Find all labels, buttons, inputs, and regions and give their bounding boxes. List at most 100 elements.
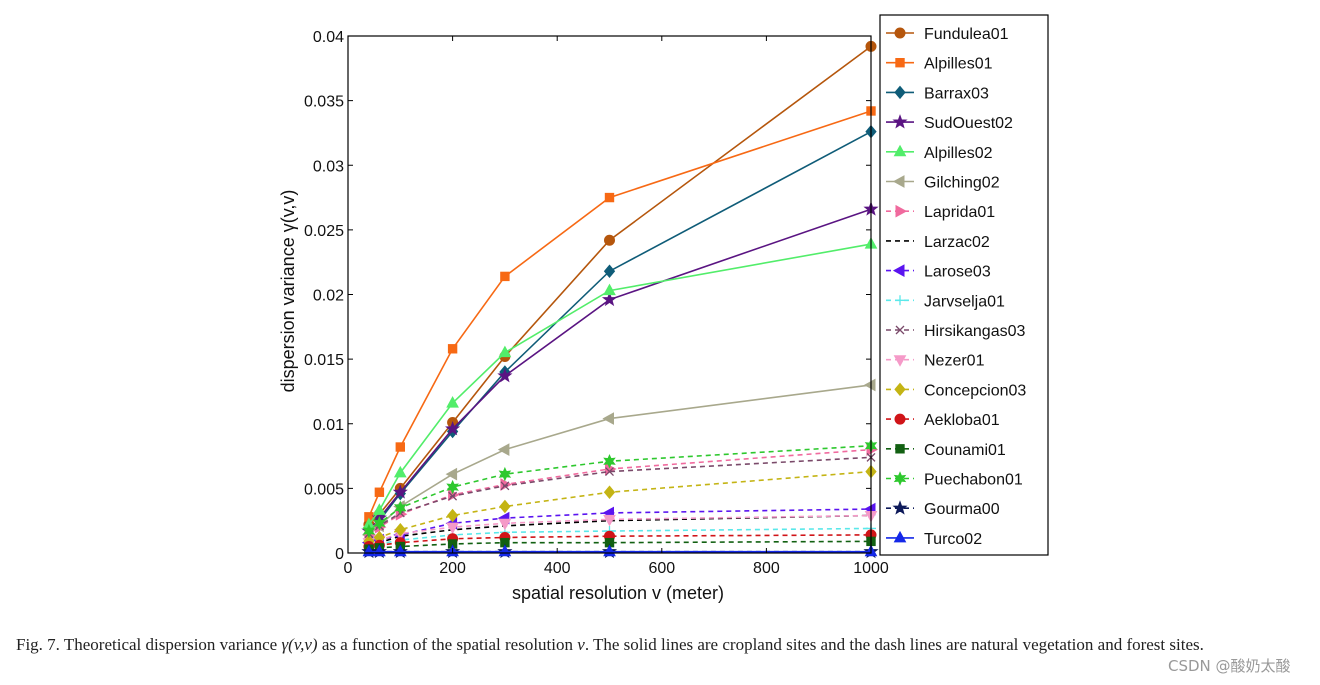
legend-marker xyxy=(892,114,908,129)
legend-label: Alpilles02 xyxy=(924,145,993,162)
series-line xyxy=(368,444,872,532)
legend-label: Alpilles01 xyxy=(924,56,993,73)
legend-marker xyxy=(894,85,906,100)
x-tick-label: 0 xyxy=(344,560,353,577)
legend-marker xyxy=(892,264,905,277)
legend-marker xyxy=(895,295,905,306)
series-line xyxy=(368,540,872,550)
legend-item: Laprida01 xyxy=(886,204,995,221)
caption-symbol: γ(v,v) xyxy=(281,635,318,654)
series-Aekloba01 xyxy=(363,529,877,553)
data-point xyxy=(498,345,512,358)
legend-label: Gourma00 xyxy=(924,501,1000,518)
data-point xyxy=(603,453,616,469)
y-tick-label: 0 xyxy=(335,546,344,563)
data-point xyxy=(392,484,408,499)
watermark: CSDN @酸奶太酸 xyxy=(1168,657,1291,675)
x-tick-label: 400 xyxy=(544,560,571,577)
data-point xyxy=(362,523,376,539)
y-axis-label: dispersion variance γ(v,v) xyxy=(278,190,298,393)
legend-marker xyxy=(893,530,907,543)
legend-label: Fundulea01 xyxy=(924,26,1009,43)
series-SudOuest02 xyxy=(361,201,879,538)
legend-item: Nezer01 xyxy=(886,353,985,370)
legend-item: Concepcion03 xyxy=(886,382,1026,399)
plot-area xyxy=(361,40,879,559)
caption-text-a: Theoretical dispersion variance xyxy=(59,635,282,654)
legend-item: Aekloba01 xyxy=(886,412,1000,429)
y-tick-label: 0.015 xyxy=(304,352,344,369)
legend-label: Larose03 xyxy=(924,264,991,281)
data-point xyxy=(500,481,510,491)
legend-marker xyxy=(895,325,905,335)
legend-box xyxy=(879,14,1049,556)
legend-item: Counami01 xyxy=(886,442,1006,459)
data-point xyxy=(603,283,616,296)
legend-item: Puechabon01 xyxy=(886,471,1023,489)
series-line xyxy=(368,448,872,536)
y-tick-label: 0.03 xyxy=(313,158,344,175)
data-point xyxy=(446,396,459,408)
legend-marker xyxy=(895,444,905,454)
legend-item: SudOuest02 xyxy=(886,114,1013,132)
caption-var: v xyxy=(577,635,585,654)
series-line xyxy=(368,45,872,526)
legend-item: Gourma00 xyxy=(886,500,1000,518)
legend-item: Alpilles02 xyxy=(886,144,993,162)
series-Fundulea01 xyxy=(363,40,877,531)
legend-label: Larzac02 xyxy=(924,234,990,251)
series-Concepcion03 xyxy=(363,464,877,549)
data-point xyxy=(603,514,616,527)
caption-fig-label: Fig. 7. xyxy=(16,635,60,654)
data-point xyxy=(446,508,459,523)
legend-item: Jarvselja01 xyxy=(886,293,1005,310)
data-point xyxy=(500,271,510,282)
series-line xyxy=(368,130,872,531)
y-tick-label: 0.01 xyxy=(313,417,344,434)
legend-marker xyxy=(893,471,907,486)
data-point xyxy=(603,485,616,500)
x-tick-label: 600 xyxy=(648,560,675,577)
legend-item: Alpilles01 xyxy=(886,56,993,73)
data-point xyxy=(604,192,615,203)
legend-label: Gilching02 xyxy=(924,175,1000,192)
data-point xyxy=(602,412,614,425)
data-point xyxy=(373,516,386,531)
series-Alpilles02 xyxy=(362,237,878,530)
data-point xyxy=(445,420,461,436)
series-line xyxy=(368,508,872,544)
series-Nezer01 xyxy=(362,511,878,550)
data-point xyxy=(499,499,511,514)
data-point xyxy=(445,467,458,481)
data-point xyxy=(498,518,512,531)
legend-item: Larose03 xyxy=(886,264,991,281)
legend-label: Hirsikangas03 xyxy=(924,323,1025,340)
data-point xyxy=(605,467,614,477)
legend: Fundulea01 Alpilles01 Barrax03 SudOuest02 Al… xyxy=(879,14,1049,556)
legend-label: Nezer01 xyxy=(924,353,985,370)
y-tick-label: 0.035 xyxy=(304,94,344,111)
data-point xyxy=(374,487,385,497)
data-point xyxy=(447,344,458,354)
series-Alpilles01 xyxy=(364,106,876,522)
data-point xyxy=(393,465,407,478)
legend-marker xyxy=(893,144,907,157)
figure-caption: Fig. 7. Theoretical dispersion variance … xyxy=(16,633,1316,656)
legend-marker xyxy=(892,500,908,515)
x-tick-label: 800 xyxy=(753,560,780,577)
data-point xyxy=(395,442,406,452)
legend-item: Fundulea01 xyxy=(886,26,1009,43)
caption-text-c: . The solid lines are cropland sites and… xyxy=(584,635,1204,654)
legend-marker xyxy=(893,355,907,367)
legend-label: Counami01 xyxy=(924,442,1006,459)
data-point xyxy=(497,367,513,383)
series-Jarvselja01 xyxy=(363,523,876,552)
legend-item: Hirsikangas03 xyxy=(886,323,1025,340)
legend-label: SudOuest02 xyxy=(924,115,1013,132)
chart: 0 200 400 600 800 1000 0 0.005 0.01 0.015 0.02 0.02… xyxy=(278,14,1049,603)
data-point xyxy=(601,291,618,307)
data-point xyxy=(448,491,458,501)
axes: 0 200 400 600 800 1000 0 0.005 0.01 0.015 0.02 0.02… xyxy=(304,29,889,577)
legend-marker xyxy=(895,58,905,68)
legend-marker xyxy=(894,413,906,425)
